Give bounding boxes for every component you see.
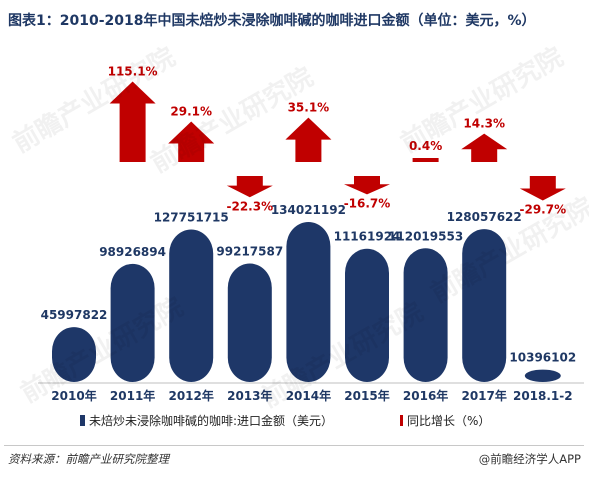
amount-label-2016年: 112019553 xyxy=(388,229,463,243)
bar-2017年 xyxy=(462,229,507,382)
growth-label-2013年: -22.3% xyxy=(226,199,273,213)
bar-2012年 xyxy=(169,229,214,382)
x-tick-label-2010年: 2010年 xyxy=(51,388,96,403)
bar-2016年 xyxy=(403,248,448,382)
legend-label-amount: 未焙炒未浸除咖啡碱的咖啡:进口金额（美元） xyxy=(89,414,334,428)
growth-arrow-2015年 xyxy=(344,176,390,195)
amount-label-2018.1-2: 10396102 xyxy=(509,351,576,365)
growth-arrow-2013年 xyxy=(226,176,273,198)
legend: 未焙炒未浸除咖啡碱的咖啡:进口金额（美元） 同比增长（%） xyxy=(0,412,589,432)
labels-layer: 45997822 98926894 115.1% 127751715 29.1% 9921… xyxy=(41,65,577,365)
source-note: 资料来源：前瞻产业研究院整理 xyxy=(8,452,169,466)
x-tick-label-2014年: 2014年 xyxy=(286,388,331,403)
x-tick-label-2016年: 2016年 xyxy=(403,388,448,403)
growth-arrow-2016年 xyxy=(412,158,439,162)
growth-layer xyxy=(109,81,566,201)
growth-label-2016年: 0.4% xyxy=(409,139,442,153)
bar-2015年 xyxy=(345,248,389,382)
growth-label-2012年: 29.1% xyxy=(170,105,212,119)
x-tick-label-2013年: 2013年 xyxy=(227,388,272,403)
x-tick-label-2017年: 2017年 xyxy=(461,388,506,403)
bar-2014年 xyxy=(286,222,331,382)
bar-2010年 xyxy=(52,327,96,382)
amount-label-2015年: 11161924 xyxy=(334,230,401,244)
bar-2018.1-2 xyxy=(524,369,561,382)
x-tick-label-2011年: 2011年 xyxy=(110,388,155,403)
legend-item-amount: 未焙炒未浸除咖啡碱的咖啡:进口金额（美元） xyxy=(80,412,333,429)
chart-title: 图表1：2010-2018年中国未焙炒未浸除咖啡碱的咖啡进口金额（单位：美元，%… xyxy=(8,13,536,29)
x-tick-label-2012年: 2012年 xyxy=(168,388,213,403)
x-axis: 2010年 2011年 2012年 2013年 2014年 2015年 2016年 2017年… xyxy=(38,382,584,403)
x-tick-label-2018.1-2: 2018.1-2 xyxy=(513,389,573,403)
growth-label-2015年: -16.7% xyxy=(344,196,391,210)
growth-arrow-2018.1-2 xyxy=(519,176,566,201)
growth-label-2014年: 35.1% xyxy=(288,101,330,115)
growth-label-2017年: 14.3% xyxy=(463,117,505,131)
legend-swatch-amount xyxy=(80,415,85,426)
bar-2011年 xyxy=(110,263,155,382)
brand-credit: @前瞻经济学人APP xyxy=(478,452,581,466)
amount-label-2017年: 128057622 xyxy=(447,210,522,224)
legend-item-growth: 同比增长（%） xyxy=(400,412,490,429)
bars-layer xyxy=(52,222,561,382)
x-tick-label-2015年: 2015年 xyxy=(344,388,389,403)
amount-label-2011年: 98926894 xyxy=(99,245,166,259)
amount-label-2012年: 127751715 xyxy=(154,210,229,224)
growth-arrow-2012年 xyxy=(168,121,215,162)
growth-arrow-2014年 xyxy=(285,117,332,162)
legend-swatch-growth xyxy=(400,415,403,426)
amount-label-2014年: 134021192 xyxy=(271,203,346,217)
bar-2013年 xyxy=(227,263,272,382)
growth-arrow-2017年 xyxy=(461,133,508,162)
growth-label-2011年: 115.1% xyxy=(108,65,158,79)
growth-arrow-2011年 xyxy=(109,81,156,162)
growth-label-2018.1-2: -29.7% xyxy=(519,203,566,217)
amount-label-2013年: 99217587 xyxy=(216,245,283,259)
footer-divider xyxy=(4,445,584,446)
amount-label-2010年: 45997822 xyxy=(41,308,108,322)
legend-label-growth: 同比增长（%） xyxy=(407,414,491,428)
